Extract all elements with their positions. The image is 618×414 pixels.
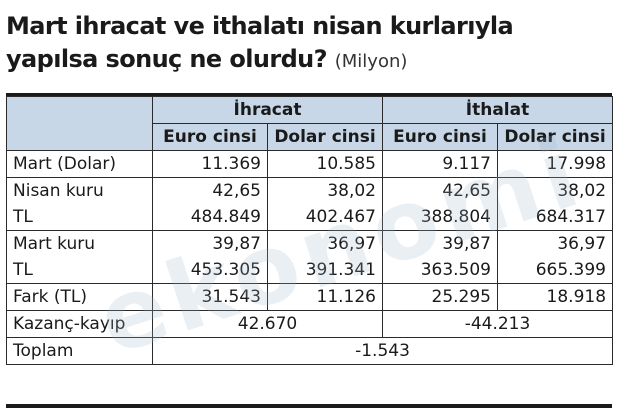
row-label: Toplam [6, 337, 153, 365]
table-cell: 684.317 [496, 204, 614, 231]
column-header: Dolar cinsi [496, 123, 614, 151]
row-label: TL [6, 257, 153, 284]
data-table-container: İhracat İthalat Euro cinsi Dolar cinsi E… [6, 93, 614, 408]
table-cell: 484.849 [152, 204, 268, 231]
table-row-toplam: Toplam -1.543 [6, 337, 614, 365]
table-cell: 388.804 [382, 204, 498, 231]
row-label: Kazanç-kayıp [6, 310, 153, 338]
row-label: Mart (Dolar) [6, 150, 153, 178]
table-cell: 10.585 [267, 150, 383, 178]
table-row-nisan-kuru: Nisan kuru 42,65 38,02 42,65 38,02 [6, 177, 614, 204]
table-row-kazanc-kayip: Kazanç-kayıp 42.670 -44.213 [6, 310, 614, 338]
table-cell: 36,97 [496, 230, 614, 257]
table-cell: 9.117 [382, 150, 498, 178]
table-row-nisan-tl: TL 484.849 402.467 388.804 684.317 [6, 204, 614, 231]
toplam-cell: -1.543 [151, 337, 614, 365]
table-top-rule [6, 93, 612, 96]
table-cell: 31.543 [152, 283, 268, 311]
table-cell: 11.369 [152, 150, 268, 178]
data-table: İhracat İthalat Euro cinsi Dolar cinsi E… [6, 96, 614, 365]
kazanc-ihracat-cell: 42.670 [152, 310, 383, 338]
table-row-mart-dolar: Mart (Dolar) 11.369 10.585 9.117 17.998 [6, 150, 614, 178]
table-cell: 36,97 [267, 230, 383, 257]
column-header: Euro cinsi [382, 123, 498, 151]
column-header: Euro cinsi [152, 123, 268, 151]
row-label: Fark (TL) [6, 283, 153, 311]
row-label: TL [6, 204, 153, 231]
column-header: Dolar cinsi [267, 123, 383, 151]
table-cell: 39,87 [382, 230, 498, 257]
table-cell: 38,02 [267, 177, 383, 204]
row-label: Mart kuru [6, 230, 153, 257]
table-cell: 453.305 [152, 257, 268, 284]
headline-line-1: Mart ihracat ve ithalatı nisan kurlarıyl… [6, 12, 514, 40]
group-header-row: İhracat İthalat [6, 96, 614, 124]
kazanc-ithalat-cell: -44.213 [381, 310, 614, 338]
table-row-mart-kuru: Mart kuru 39,87 36,97 39,87 36,97 [6, 230, 614, 257]
unit-label: (Milyon) [334, 51, 408, 72]
corner-cell [6, 96, 153, 124]
column-header-row: Euro cinsi Dolar cinsi Euro cinsi Dolar … [6, 123, 614, 151]
table-cell: 363.509 [382, 257, 498, 284]
row-label: Nisan kuru [6, 177, 153, 204]
group-header-ihracat: İhracat [152, 96, 383, 124]
table-cell: 391.341 [267, 257, 383, 284]
table-cell: 402.467 [267, 204, 383, 231]
group-header-ithalat: İthalat [381, 96, 614, 124]
table-cell: 17.998 [496, 150, 614, 178]
table-cell: 38,02 [496, 177, 614, 204]
table-bottom-rule [6, 404, 612, 408]
table-cell: 42,65 [382, 177, 498, 204]
headline-line-2: yapılsa sonuç ne olurdu? (Milyon) [6, 43, 612, 78]
table-cell: 11.126 [267, 283, 383, 311]
table-cell: 18.918 [496, 283, 614, 311]
corner-cell-lower [6, 123, 153, 151]
headline-line-2-text: yapılsa sonuç ne olurdu? [6, 45, 328, 73]
table-row-fark: Fark (TL) 31.543 11.126 25.295 18.918 [6, 283, 614, 311]
table-cell: 25.295 [382, 283, 498, 311]
table-cell: 39,87 [152, 230, 268, 257]
table-cell: 665.399 [496, 257, 614, 284]
headline: Mart ihracat ve ithalatı nisan kurlarıyl… [6, 10, 612, 78]
table-row-mart-tl: TL 453.305 391.341 363.509 665.399 [6, 257, 614, 284]
table-cell: 42,65 [152, 177, 268, 204]
